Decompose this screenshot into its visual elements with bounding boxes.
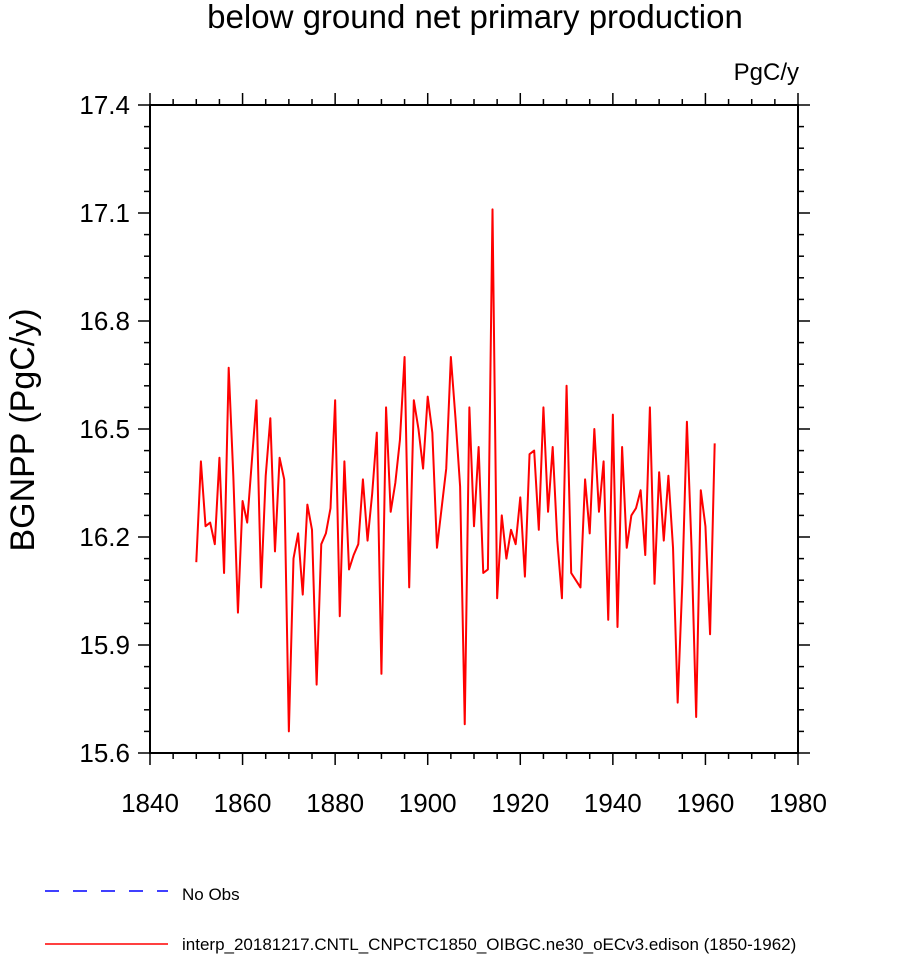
y-tick-label: 15.9: [79, 630, 130, 660]
plot-border: [149, 104, 799, 754]
y-tick-label: 16.5: [79, 414, 130, 444]
y-tick-label: 16.8: [79, 306, 130, 336]
legend-label-no-obs: No Obs: [182, 885, 240, 904]
legend: No Obs interp_20181217.CNTL_CNPCTC1850_O…: [45, 885, 796, 954]
x-tick-label: 1840: [121, 788, 179, 818]
units-label: PgC/y: [734, 59, 799, 86]
series-line: [195, 208, 716, 733]
x-tick-label: 1900: [399, 788, 457, 818]
x-tick-label: 1880: [306, 788, 364, 818]
x-axis-ticks: 1840 1860 1880 1900 1920 1940 1960 1980: [121, 93, 827, 818]
y-tick-label: 16.2: [79, 522, 130, 552]
x-tick-label: 1860: [214, 788, 272, 818]
x-tick-label: 1940: [584, 788, 642, 818]
chart-title: below ground net primary production: [207, 0, 743, 35]
x-tick-label: 1980: [769, 788, 827, 818]
y-tick-label: 15.6: [79, 738, 130, 768]
y-tick-label: 17.1: [79, 198, 130, 228]
y-tick-label: 17.4: [79, 90, 130, 120]
x-tick-label: 1920: [491, 788, 549, 818]
x-tick-label: 1960: [677, 788, 735, 818]
series-layer: [195, 208, 716, 733]
y-axis-label: BGNPP (PgC/y): [4, 308, 42, 551]
y-axis-ticks: 15.6 15.9 16.2 16.5 16.8 17.1 17.4: [79, 90, 810, 768]
legend-label-series: interp_20181217.CNTL_CNPCTC1850_OIBGC.ne…: [182, 935, 796, 954]
plot-frame: [149, 104, 799, 754]
